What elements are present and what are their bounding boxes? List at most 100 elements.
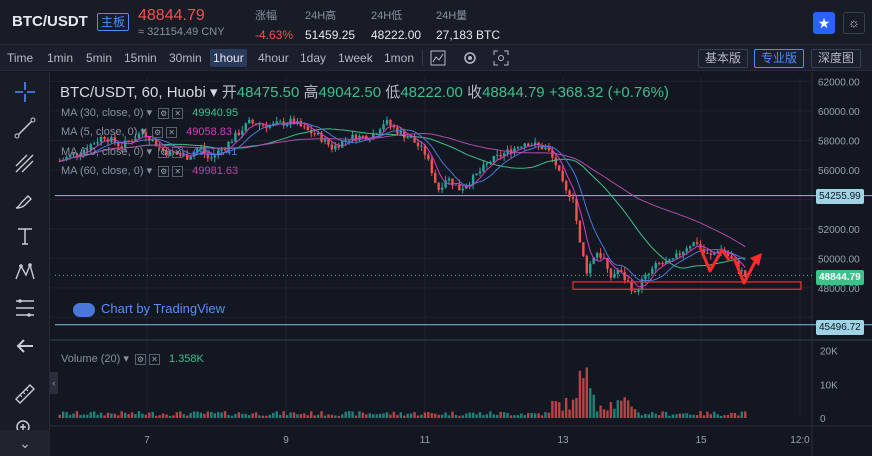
volume-bar [482, 415, 485, 418]
candle [599, 253, 602, 258]
candle [223, 149, 227, 151]
legend-symbol[interactable]: BTC/USDT, 60, Huobi [60, 84, 206, 101]
volume-bar [730, 412, 733, 418]
settings-icon[interactable]: ⚙ [158, 165, 170, 177]
volume-bar [292, 412, 296, 418]
price-tick-label: 62000.00 [818, 77, 860, 88]
view-pro-button[interactable]: 专业版 [754, 49, 805, 68]
candle [496, 154, 499, 156]
view-depth-button[interactable]: 深度图 [811, 49, 862, 68]
candle [196, 149, 199, 153]
candle [682, 251, 685, 255]
crosshair-icon[interactable] [13, 80, 37, 104]
candle [640, 279, 644, 290]
brush-icon[interactable] [13, 188, 37, 212]
annotation-box[interactable] [572, 281, 802, 290]
timeframe-1day[interactable]: 1day [300, 51, 327, 65]
settings-icon[interactable]: ⚙ [158, 107, 170, 119]
candle [337, 145, 340, 148]
settings-icon[interactable]: ⚙ [134, 353, 146, 365]
close-icon[interactable]: ✕ [172, 146, 184, 158]
candle [688, 246, 692, 249]
volume-bar [185, 415, 189, 418]
trend-line-icon[interactable] [13, 116, 37, 140]
indicator-ma10[interactable]: MA (10, close, 0) ▾ ⚙ ✕ 49511.41 [61, 146, 238, 158]
stat-volume: 24H量 27,183 BTC [436, 7, 500, 42]
view-basic-button[interactable]: 基本版 [698, 49, 749, 68]
sun-icon[interactable]: ☼ [843, 12, 865, 34]
close-icon[interactable]: ✕ [172, 107, 184, 119]
volume-bar [406, 413, 409, 418]
volume-bar [327, 414, 330, 418]
volume-bar [516, 415, 520, 418]
indicator-ma5[interactable]: MA (5, close, 0) ▾ ⚙ ✕ 49058.83 [61, 126, 233, 138]
settings-icon[interactable]: ⚙ [152, 126, 164, 138]
price-chart[interactable]: 62000.00 60000.00 58000.00 56000.00 52000.00… [50, 72, 872, 456]
legend-open: 48475.50 [236, 84, 300, 101]
volume-bar [179, 411, 182, 418]
timeframe-time[interactable]: Time [7, 51, 34, 65]
candle [540, 145, 544, 150]
pair-name[interactable]: BTC/USDT [12, 13, 88, 30]
candle [554, 157, 558, 166]
volume-legend[interactable]: Volume (20) ▾ ⚙ ✕ 1.358K [61, 353, 204, 365]
candle [382, 124, 385, 130]
volume-bar [651, 412, 654, 418]
tradingview-watermark[interactable]: Chart by TradingView [73, 301, 225, 317]
candle [134, 138, 137, 142]
candle [182, 154, 185, 156]
star-icon[interactable]: ★ [813, 12, 835, 34]
timeframe-1hour[interactable]: 1hour [210, 49, 247, 67]
stat-low-value: 48222.00 [371, 28, 422, 42]
volume-bar [278, 414, 282, 418]
volume-bar [430, 413, 433, 418]
close-icon[interactable]: ✕ [172, 165, 184, 177]
ruler-icon[interactable] [13, 382, 37, 406]
close-icon[interactable]: ✕ [166, 126, 178, 138]
stat-high-label: 24H高 [305, 10, 337, 22]
candle [499, 154, 502, 157]
indicator-icon[interactable] [430, 50, 446, 66]
volume-bar [137, 411, 141, 418]
chevron-down-icon[interactable]: ⌄ [0, 430, 50, 456]
candle [117, 142, 120, 147]
timeframe-1week[interactable]: 1week [338, 51, 373, 65]
settings-icon[interactable] [462, 50, 478, 66]
candle [482, 164, 485, 172]
candle [144, 132, 148, 137]
candle [230, 141, 234, 143]
text-tool-icon[interactable] [13, 224, 37, 248]
pattern-tool-icon[interactable] [13, 260, 37, 284]
indicator-ma30-value: 49940.95 [192, 107, 239, 119]
chart-canvas[interactable]: 62000.00 60000.00 58000.00 56000.00 52000.00… [50, 72, 872, 456]
fib-tool-icon[interactable] [13, 152, 37, 176]
candle [678, 253, 682, 255]
timeframe-1mon[interactable]: 1mon [384, 51, 415, 65]
screenshot-icon[interactable] [493, 50, 509, 66]
timeframe-15min[interactable]: 15min [124, 51, 157, 65]
timeframe-4hour[interactable]: 4hour [258, 51, 289, 65]
timeframe-5min[interactable]: 5min [86, 51, 113, 65]
volume-bar [688, 414, 692, 418]
indicator-ma30[interactable]: MA (30, close, 0) ▾ ⚙ ✕ 49940.95 [61, 107, 239, 119]
candle [292, 118, 296, 124]
volume-bar [323, 415, 327, 418]
fib-retracement-icon[interactable] [13, 296, 37, 320]
volume-bar [68, 414, 72, 418]
timeframe-30min[interactable]: 30min [169, 51, 202, 65]
scroll-left-handle[interactable]: ‹ [50, 372, 58, 394]
candle [516, 147, 520, 149]
volume-bar [117, 415, 120, 418]
candle [592, 257, 595, 264]
annotation-arrow[interactable] [698, 246, 731, 273]
volume-bar [664, 411, 668, 418]
back-arrow-icon[interactable] [13, 334, 37, 358]
indicator-ma60[interactable]: MA (60, close, 0) ▾ ⚙ ✕ 49981.63 [61, 165, 239, 177]
close-icon[interactable]: ✕ [148, 353, 160, 365]
timeframe-1min[interactable]: 1min [47, 51, 74, 65]
volume-bar [347, 411, 351, 418]
candle [313, 133, 316, 135]
settings-icon[interactable]: ⚙ [158, 146, 170, 158]
candle [409, 137, 413, 139]
annotation-arrow[interactable] [732, 257, 758, 285]
